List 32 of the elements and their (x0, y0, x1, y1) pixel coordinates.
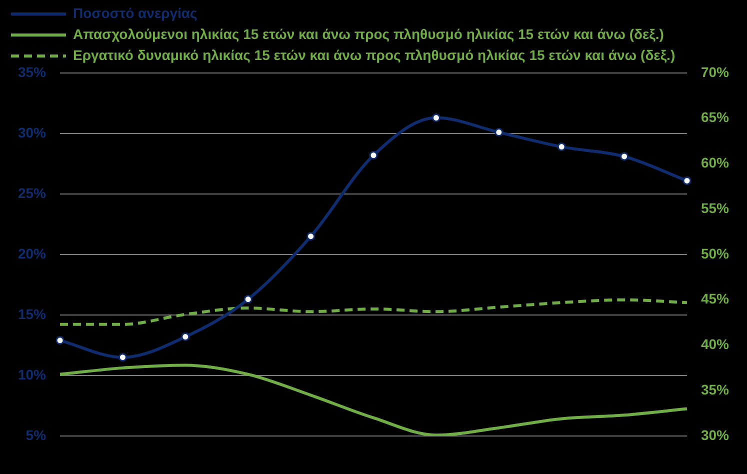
y2-tick-label: 55% (700, 200, 730, 216)
y-tick-label: 5% (26, 426, 47, 443)
y2-tick-label: 40% (700, 336, 730, 352)
y2-tick-label: 65% (700, 109, 730, 126)
y-tick-label: 10% (18, 366, 47, 382)
point (244, 295, 252, 304)
y-tick-label: 30% (18, 124, 47, 140)
point (181, 332, 190, 342)
y2-tick-label: 60% (700, 154, 730, 171)
point (494, 128, 504, 137)
point (118, 353, 127, 362)
y-tick-label: 20% (18, 245, 47, 262)
y2-tick-label: 50% (700, 245, 730, 262)
point (682, 176, 692, 185)
line-series (58, 364, 688, 436)
point (56, 336, 64, 345)
y-tick-label: 15% (18, 306, 47, 322)
point (620, 152, 629, 161)
point (306, 232, 316, 241)
legend-label: Απασχολούμενοι ηλικίας 15 ετών και άνω προς πληθυσμό ηλικίας 15 ετών και άνω (δεξ.) (73, 26, 664, 42)
point (557, 142, 566, 152)
line-series (58, 298, 688, 326)
legend-label: Ποσοστό ανεργίας (73, 4, 198, 21)
y-tick-label: 35% (18, 64, 47, 80)
legend-label: Εργατικό δυναμικό ηλικίας 15 ετών και άνω προς πληθυσμό ηλικίας 15 ετών και άνω (δεξ.) (73, 46, 676, 63)
y2-tick-label: 35% (700, 381, 730, 398)
y2-tick-label: 30% (700, 426, 730, 443)
y2-tick-label: 45% (700, 290, 730, 307)
point (369, 151, 378, 160)
y2-tick-label: 70% (700, 64, 730, 80)
y-tick-label: 25% (18, 184, 47, 201)
point (432, 114, 440, 122)
